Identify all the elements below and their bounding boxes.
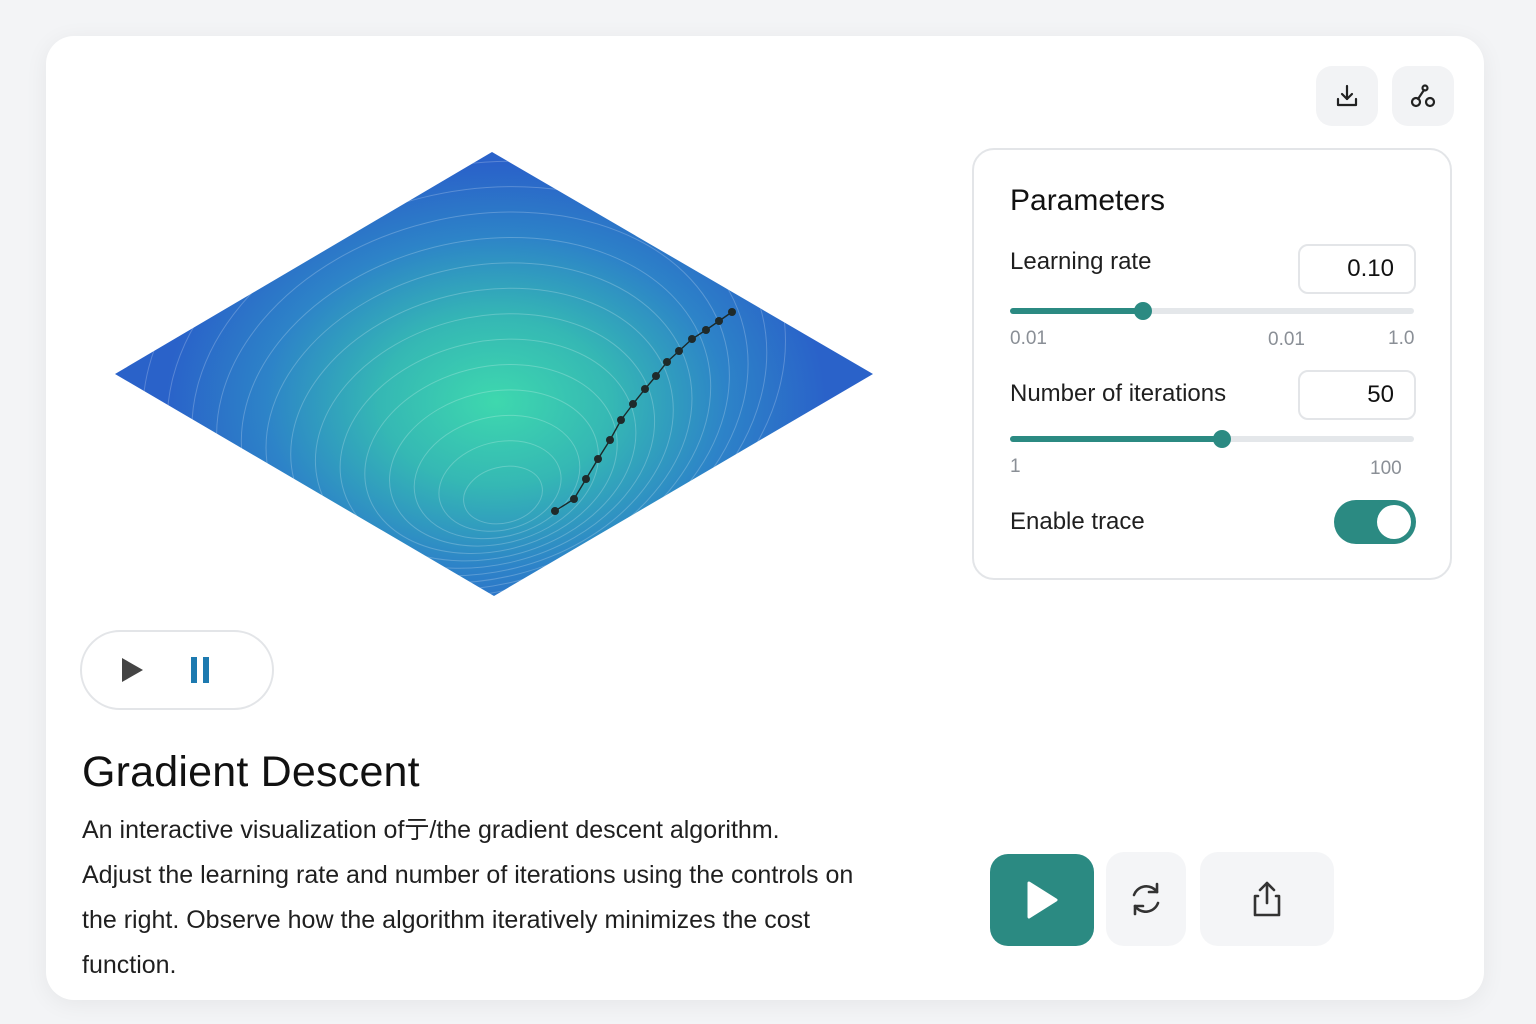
refresh-icon (1132, 882, 1160, 916)
transport-play-button[interactable] (112, 650, 152, 690)
transport-pause-button[interactable] (180, 650, 220, 690)
page-title: Gradient Descent (82, 748, 420, 796)
learning-rate-slider[interactable] (1010, 302, 1414, 320)
descent-step-point (594, 455, 602, 463)
parameters-panel: Parameters Learning rate 0.01 0.01 1.0 N… (972, 148, 1452, 580)
descent-step-point (675, 347, 683, 355)
description-line: Adjust the learning rate and number of i… (82, 861, 854, 889)
trace-toggle-knob (1377, 505, 1411, 539)
learning-rate-min: 0.01 (1010, 328, 1047, 349)
cost-surface-plot (115, 152, 873, 596)
learning-rate-label: Learning rate (1010, 248, 1152, 275)
contour-line (339, 338, 637, 562)
descent-step-point (582, 475, 590, 483)
descent-step-point (570, 495, 578, 503)
iterations-min: 1 (1010, 456, 1021, 477)
main-card: Gradient Descent An interactive visualiz… (46, 36, 1484, 1000)
learning-rate-thumb[interactable] (1134, 302, 1153, 320)
reset-button[interactable] (1106, 852, 1186, 946)
iterations-label: Number of iterations (1010, 380, 1227, 407)
descent-step-point (715, 317, 723, 325)
play-icon (122, 658, 143, 682)
run-button[interactable] (990, 854, 1094, 946)
iterations-thumb[interactable] (1213, 430, 1232, 448)
iterations-fill (1010, 436, 1223, 442)
transport-controls (80, 630, 274, 710)
graph-icon (1410, 84, 1436, 108)
descent-step-point (663, 358, 671, 366)
contour-line (438, 440, 562, 532)
description-line: the right. Observe how the algorithm ite… (82, 906, 811, 934)
learning-rate-fill (1010, 308, 1144, 314)
contour-line (413, 414, 581, 540)
download-icon (1336, 84, 1358, 107)
contour-line (389, 389, 599, 547)
descent-step-point (606, 436, 614, 444)
descent-step-point (629, 400, 637, 408)
descent-step-point (551, 507, 559, 515)
iterations-max: 100 (1370, 458, 1402, 479)
learning-rate-max: 1.0 (1388, 328, 1415, 349)
descent-step-point (702, 326, 710, 334)
iterations-input[interactable] (1298, 370, 1416, 420)
learning-rate-input[interactable] (1298, 244, 1416, 294)
surface-diamond (115, 152, 873, 596)
contour-line (364, 364, 618, 554)
descent-step-point (652, 372, 660, 380)
pause-icon (191, 657, 209, 683)
description: An interactive visualization of亍/the gra… (82, 808, 942, 988)
iterations-slider[interactable] (1010, 430, 1414, 448)
play-icon (1027, 881, 1058, 919)
description-line: function. (82, 951, 177, 979)
description-line: An interactive visualization of亍/the gra… (82, 816, 780, 844)
descent-step-point (641, 385, 649, 393)
trace-toggle[interactable] (1334, 500, 1416, 544)
contour-line (314, 313, 656, 569)
learning-rate-mid: 0.01 (1268, 329, 1305, 350)
share-button[interactable] (1200, 852, 1334, 946)
trace-label: Enable trace (1010, 508, 1145, 535)
share-icon (1253, 881, 1281, 917)
descent-step-point (728, 308, 736, 316)
download-button[interactable] (1316, 66, 1378, 126)
contour-line (463, 465, 543, 525)
descent-step-point (688, 335, 696, 343)
parameters-title: Parameters (1010, 184, 1166, 217)
graph-button[interactable] (1392, 66, 1454, 126)
descent-step-point (617, 416, 625, 424)
